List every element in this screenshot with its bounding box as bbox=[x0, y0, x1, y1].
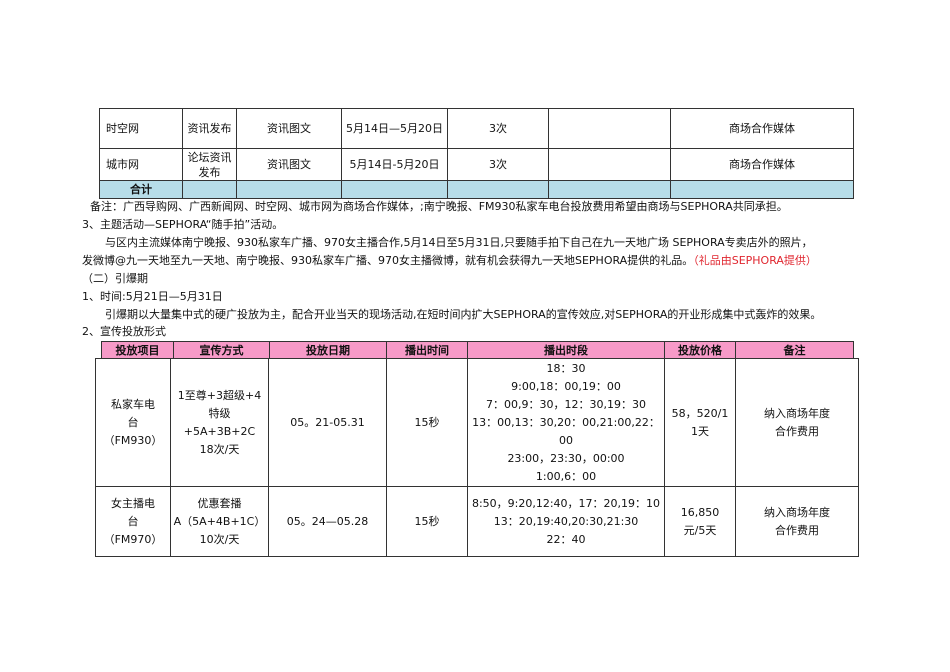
table-row: 城市网 论坛资讯发布 资讯图文 5月14日-5月20日 3次 商场合作媒体 bbox=[99, 148, 854, 181]
table-row: 时空网 资讯发布 资讯图文 5月14日—5月20日 3次 商场合作媒体 bbox=[99, 108, 854, 149]
cell-line: 元/5天 bbox=[683, 523, 717, 537]
phase-body: 引爆期以大量集中式的硬广投放为主，配合开业当天的现场活动,在短时间内扩大SEPH… bbox=[105, 308, 822, 321]
radio-table: 私家车电台 （FM930） 1至尊+3超级+4 特级+5A+3B+2C 18次/天 0… bbox=[95, 358, 859, 557]
cell: 资讯图文 bbox=[236, 108, 342, 149]
cell-line: A（5A+4B+1C） bbox=[173, 514, 266, 528]
cell-line: 私家车电 bbox=[111, 397, 155, 411]
cell-line: 22：40 bbox=[546, 532, 586, 546]
header-cell: 投放日期 bbox=[269, 341, 387, 359]
theme-body-2: 发微博@九一天地至九一天地、南宁晚报、930私家车广播、970女主播微博，就有机… bbox=[82, 254, 694, 267]
cell-line: 纳入商场年度 bbox=[764, 505, 830, 519]
cell-line: 优惠套播 bbox=[197, 496, 242, 510]
cell-line: 9:00,18：00,19：00 bbox=[511, 379, 621, 393]
time-line: 1、时间:5月21日—5月31日 bbox=[82, 290, 223, 303]
cell: 商场合作媒体 bbox=[670, 148, 854, 181]
header-cell: 宣传方式 bbox=[173, 341, 270, 359]
cell-line: 特级+5A+3B+2C bbox=[183, 406, 256, 438]
cell: 3次 bbox=[447, 148, 549, 181]
theme-note: （礼品由SEPHORA提供） bbox=[693, 254, 817, 267]
cell: 论坛资讯发布 bbox=[182, 148, 237, 181]
header-cell: 播出时段 bbox=[467, 341, 665, 359]
cell-line: 7：00,9：30，12：30,19：30 bbox=[486, 397, 646, 411]
cell-date: 05。21-05.31 bbox=[268, 358, 387, 487]
cell-date: 05。24—05.28 bbox=[268, 486, 387, 557]
cell: 城市网 bbox=[99, 148, 183, 181]
cell-line: 1至尊+3超级+4 bbox=[177, 388, 262, 402]
cell-line: 合作费用 bbox=[775, 523, 819, 537]
cell: 时空网 bbox=[99, 108, 183, 149]
phase-heading: （二）引爆期 bbox=[82, 272, 148, 285]
table-row: 私家车电台 （FM930） 1至尊+3超级+4 特级+5A+3B+2C 18次/天 0… bbox=[95, 358, 859, 487]
cell-line: 23:00，23:30，00:00 bbox=[507, 451, 625, 465]
header-cell: 播出时间 bbox=[386, 341, 468, 359]
cell-line: 纳入商场年度 bbox=[764, 406, 830, 420]
cell-item: 私家车电台 （FM930） bbox=[95, 358, 171, 487]
cell: 5月14日-5月20日 bbox=[341, 148, 448, 181]
radio-table-header: 投放项目 宣传方式 投放日期 播出时间 播出时段 投放价格 备注 bbox=[101, 341, 854, 359]
cell-line: 台 bbox=[127, 415, 139, 429]
cell-price: 16,850 元/5天 bbox=[664, 486, 736, 557]
cell-item: 女主播电台 （FM970） bbox=[95, 486, 171, 557]
cell: 资讯图文 bbox=[236, 148, 342, 181]
cell: 3次 bbox=[447, 108, 549, 149]
cell-line: 16,850 bbox=[680, 505, 720, 519]
cell-line: 合作费用 bbox=[775, 424, 819, 438]
cell: 商场合作媒体 bbox=[670, 108, 854, 149]
cell-duration: 15秒 bbox=[386, 358, 468, 487]
cell-line: 18：30 bbox=[546, 361, 586, 375]
cell-line: 女主播电 bbox=[111, 496, 155, 510]
cell-line: 18次/天 bbox=[199, 442, 240, 456]
cell-line: （FM970） bbox=[103, 532, 163, 546]
cell-line: 13：20,19:40,20:30,21:30 bbox=[493, 514, 639, 528]
cell-line: 1天 bbox=[691, 424, 709, 438]
total-row: 合计 bbox=[99, 180, 854, 199]
header-cell: 投放价格 bbox=[664, 341, 736, 359]
cell bbox=[548, 108, 671, 149]
cell-line: 00 bbox=[559, 433, 573, 447]
cell-slots: 8:50，9:20,12:40，17：20,19：10 13：20,19:40,2… bbox=[467, 486, 665, 557]
cell bbox=[548, 148, 671, 181]
form-heading: 2、宣传投放形式 bbox=[82, 325, 166, 338]
media-table: 时空网 资讯发布 资讯图文 5月14日—5月20日 3次 商场合作媒体 城市网 … bbox=[99, 108, 854, 199]
theme-body-1: 与区内主流媒体南宁晚报、930私家车广播、970女主播合作,5月14日至5月31… bbox=[105, 236, 813, 249]
header-cell: 备注 bbox=[735, 341, 854, 359]
cell-line: 58，520/1 bbox=[671, 406, 729, 420]
cell-line: 13：00,13：30,20：00,21:00,22： bbox=[472, 415, 660, 429]
cell-note: 纳入商场年度 合作费用 bbox=[735, 486, 859, 557]
cell: 5月14日—5月20日 bbox=[341, 108, 448, 149]
cell: 资讯发布 bbox=[182, 108, 237, 149]
cell-slots: 18：30 9:00,18：00,19：00 7：00,9：30，12：30,19：… bbox=[467, 358, 665, 487]
header-cell: 投放项目 bbox=[101, 341, 174, 359]
remark: 备注：广西导购网、广西新闻网、时空网、城市网为商场合作媒体，;南宁晚报、FM93… bbox=[90, 200, 788, 213]
table-row: 女主播电台 （FM970） 优惠套播 A（5A+4B+1C） 10次/天 05。24—… bbox=[95, 486, 859, 557]
theme-body-2-wrap: 发微博@九一天地至九一天地、南宁晚报、930私家车广播、970女主播微博，就有机… bbox=[82, 252, 817, 270]
cell-price: 58，520/1 1天 bbox=[664, 358, 736, 487]
total-label: 合计 bbox=[99, 180, 183, 199]
theme-heading: 3、主题活动—SEPHORA“随手拍”活动。 bbox=[82, 218, 284, 231]
cell-method: 1至尊+3超级+4 特级+5A+3B+2C 18次/天 bbox=[170, 358, 269, 487]
cell-line: 台 bbox=[127, 514, 139, 528]
cell-duration: 15秒 bbox=[386, 486, 468, 557]
cell-line: 10次/天 bbox=[199, 532, 240, 546]
cell-line: （FM930） bbox=[103, 433, 163, 447]
cell-note: 纳入商场年度 合作费用 bbox=[735, 358, 859, 487]
cell-line: 1:00,6：00 bbox=[535, 469, 597, 483]
cell-method: 优惠套播 A（5A+4B+1C） 10次/天 bbox=[170, 486, 269, 557]
cell-line: 8:50，9:20,12:40，17：20,19：10 bbox=[471, 496, 661, 510]
